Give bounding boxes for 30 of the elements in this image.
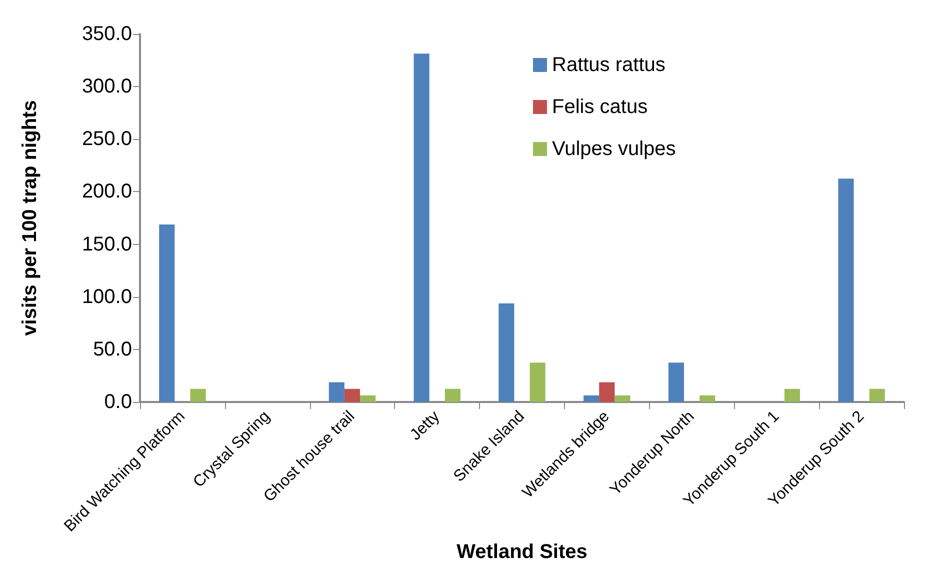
y-tick-label: 50.0	[93, 338, 132, 360]
bar	[498, 303, 514, 402]
bar	[869, 388, 885, 402]
y-tick-label: 100.0	[82, 286, 132, 308]
y-tick-label: 350.0	[82, 23, 132, 45]
bar	[190, 388, 206, 402]
bar	[344, 388, 360, 402]
bar	[530, 362, 546, 402]
legend-label: Felis catus	[552, 96, 648, 118]
bar	[614, 395, 630, 402]
bar	[584, 395, 600, 402]
legend-label: Vulpes vulpes	[552, 138, 676, 160]
bar	[360, 395, 376, 402]
y-tick-label: 0.0	[104, 391, 132, 413]
bar	[784, 388, 800, 402]
y-tick-label: 150.0	[82, 233, 132, 256]
bar	[328, 382, 344, 402]
y-tick-label: 200.0	[82, 180, 132, 203]
legend-label: Rattus rattus	[552, 54, 666, 76]
bar	[414, 54, 430, 402]
bar	[444, 388, 460, 402]
bar	[668, 362, 684, 402]
bar	[159, 224, 175, 402]
bar	[599, 382, 615, 402]
x-axis-title: Wetland Sites	[456, 540, 588, 563]
y-tick-label: 250.0	[82, 128, 132, 150]
bar	[700, 395, 716, 402]
y-axis-title: visits per 100 trap nights	[19, 100, 41, 336]
y-tick-label: 300.0	[82, 76, 132, 98]
bar	[838, 178, 854, 402]
